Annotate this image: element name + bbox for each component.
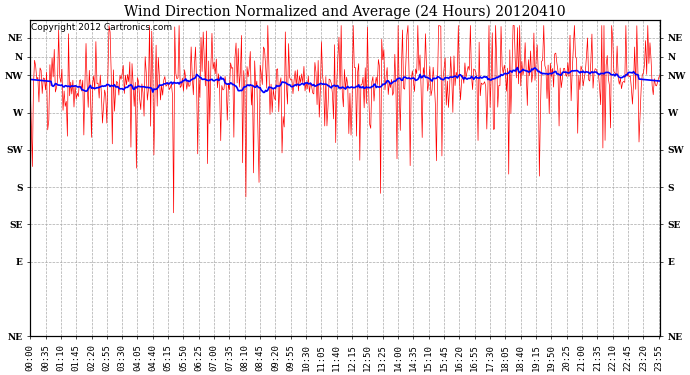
Title: Wind Direction Normalized and Average (24 Hours) 20120410: Wind Direction Normalized and Average (2…: [124, 4, 566, 18]
Text: Copyright 2012 Cartronics.com: Copyright 2012 Cartronics.com: [32, 23, 173, 32]
